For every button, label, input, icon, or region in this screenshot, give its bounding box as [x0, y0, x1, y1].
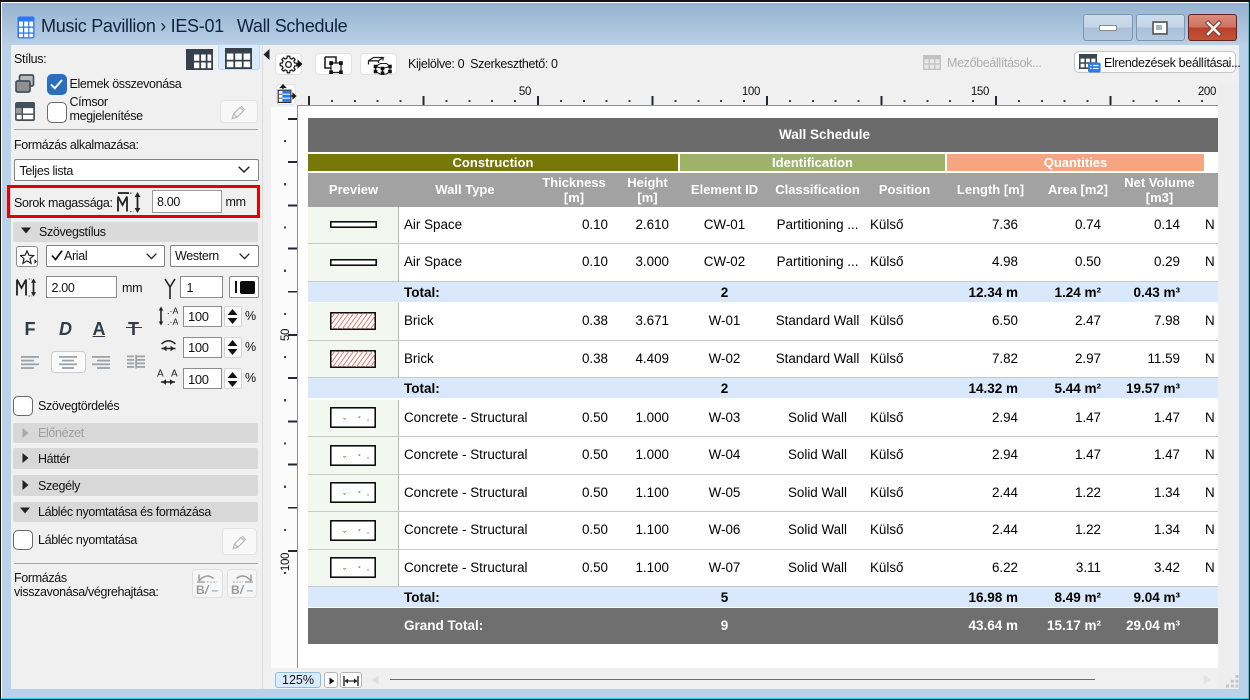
- svg-text:B: B: [231, 583, 240, 596]
- svg-text:A: A: [171, 369, 178, 380]
- svg-text:B: B: [196, 583, 205, 596]
- svg-text:A: A: [157, 369, 164, 380]
- svg-text:–: –: [246, 583, 253, 596]
- svg-text:–: –: [212, 583, 219, 596]
- svg-text:/: /: [239, 583, 245, 596]
- svg-text:.·A: .·A: [167, 306, 178, 316]
- svg-text:.·A: .·A: [167, 317, 178, 326]
- svg-text:/: /: [204, 583, 210, 596]
